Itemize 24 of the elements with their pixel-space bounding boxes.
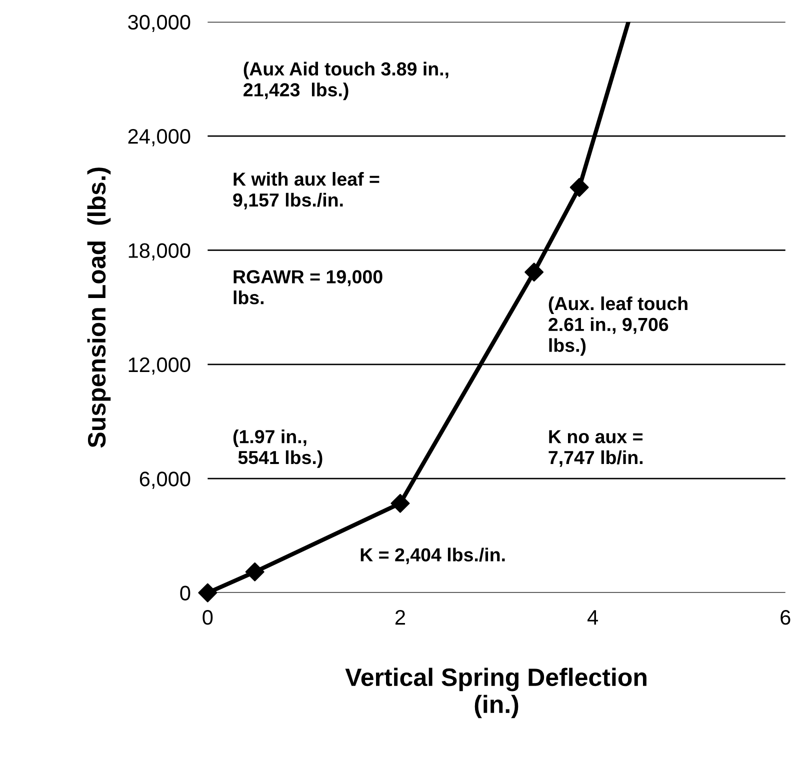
annotation: (Aux. leaf touch 2.61 in., 9,706 lbs.) [548,296,688,356]
point [245,562,264,582]
y-tick-label: 6,000 [140,472,190,489]
y-tick-label: 0 [180,586,190,601]
x-tick-label: 6 [780,610,790,625]
x-tick-label: 2 [395,610,405,625]
point [524,262,544,282]
annotation: (Aux Aid touch 3.89 in., 21,423 lbs.) [244,62,448,100]
y-tick-label: 18,000 [128,243,190,260]
y-axis-title: Suspension Load (lbs.) [87,168,111,448]
annotation: K = 2,404 lbs./in. [360,548,505,564]
x-axis-title: Vertical Spring Deflection (in.) [345,668,646,718]
point [570,178,589,197]
annotation: K no aux = 7,747 lb/in. [548,430,643,467]
y-tick-label: 24,000 [128,129,190,146]
annotation: RGAWR = 19,000 lbs. [234,270,382,304]
annotation: (1.97 in., 5541 lbs.) [233,430,322,468]
y-tick-label: 12,000 [128,357,190,375]
x-tick-label: 0 [202,610,213,625]
point [390,494,410,513]
annotation: K with aux leaf = 9,157 lbs./in. [233,172,380,210]
point [198,583,218,602]
y-tick-label: 30,000 [128,14,190,32]
x-tick-label: 4 [587,610,598,625]
